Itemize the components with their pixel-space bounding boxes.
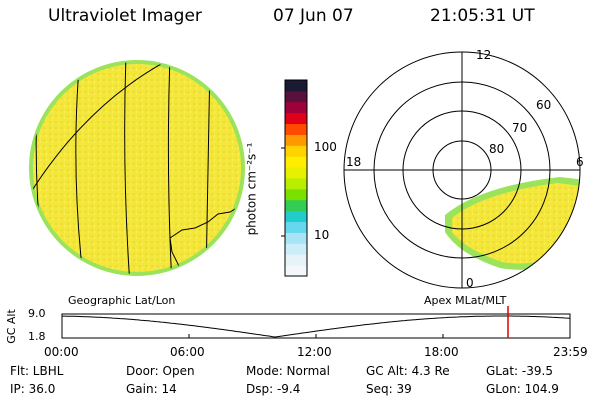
colorbar-segment <box>285 156 307 168</box>
colorbar <box>281 79 308 277</box>
geographic-panel-label: Geographic Lat/Lon <box>68 294 176 307</box>
mlt-label-18: 18 <box>346 155 362 169</box>
mlat-label-70: 70 <box>512 121 528 135</box>
colorbar-segment <box>285 90 307 103</box>
mlt-label-12: 12 <box>476 48 492 62</box>
time-label: 21:05:31 UT <box>430 6 535 26</box>
colorbar-segment <box>285 123 307 135</box>
colorbar-segment <box>285 232 307 244</box>
polar-plot <box>343 51 581 289</box>
altitude-ytick-bottom: 1.8 <box>28 330 46 343</box>
date-label: 07 Jun 07 <box>273 6 354 26</box>
status-gc-alt: GC Alt: 4.3 Re <box>366 364 450 378</box>
mlt-label-6: 6 <box>576 155 584 169</box>
mlt-label-0: 0 <box>466 276 474 290</box>
colorbar-segment <box>285 243 307 255</box>
altitude-xtick-0600: 06:00 <box>170 345 205 359</box>
colorbar-segment <box>285 254 307 266</box>
altitude-xtick-1200: 12:00 <box>297 345 332 359</box>
colorbar-segment <box>285 210 307 223</box>
status-ip: IP: 36.0 <box>10 382 56 396</box>
colorbar-segment <box>285 178 307 190</box>
status-gain: Gain: 14 <box>126 382 177 396</box>
colorbar-segment <box>285 265 307 277</box>
status-glat: GLat: -39.5 <box>486 364 553 378</box>
altitude-plot <box>61 306 571 339</box>
colorbar-segment <box>285 101 307 114</box>
geographic-image <box>29 60 245 276</box>
status-glon: GLon: 104.9 <box>486 382 559 396</box>
altitude-ytick-top: 9.0 <box>28 307 46 320</box>
mlat-label-60: 60 <box>536 98 552 112</box>
colorbar-segment <box>285 221 307 233</box>
colorbar-segment <box>285 188 307 201</box>
status-filter: Flt: LBHL <box>10 364 64 378</box>
altitude-xtick-0000: 00:00 <box>44 345 79 359</box>
status-mode: Mode: Normal <box>246 364 330 378</box>
altitude-xtick-2359: 23:59 <box>553 345 588 359</box>
colorbar-segment <box>285 167 307 179</box>
altitude-ylabel: GC Alt <box>4 309 18 344</box>
colorbar-segment <box>285 80 307 92</box>
colorbar-segment <box>285 112 307 125</box>
mlat-label-80: 80 <box>489 142 505 156</box>
colorbar-tick-10: 10 <box>314 228 330 242</box>
instrument-title: Ultraviolet Imager <box>48 6 202 26</box>
colorbar-segment <box>285 134 307 146</box>
status-door: Door: Open <box>126 364 195 378</box>
altitude-xtick-1800: 18:00 <box>424 345 459 359</box>
colorbar-segment <box>285 199 307 212</box>
colorbar-tick-100: 100 <box>314 140 337 154</box>
status-seq: Seq: 39 <box>366 382 412 396</box>
colorbar-unit-label: photon cm⁻²s⁻¹ <box>244 142 259 236</box>
apex-panel-label: Apex MLat/MLT <box>424 294 507 307</box>
colorbar-segment <box>285 145 307 157</box>
status-dsp: Dsp: -9.4 <box>246 382 301 396</box>
